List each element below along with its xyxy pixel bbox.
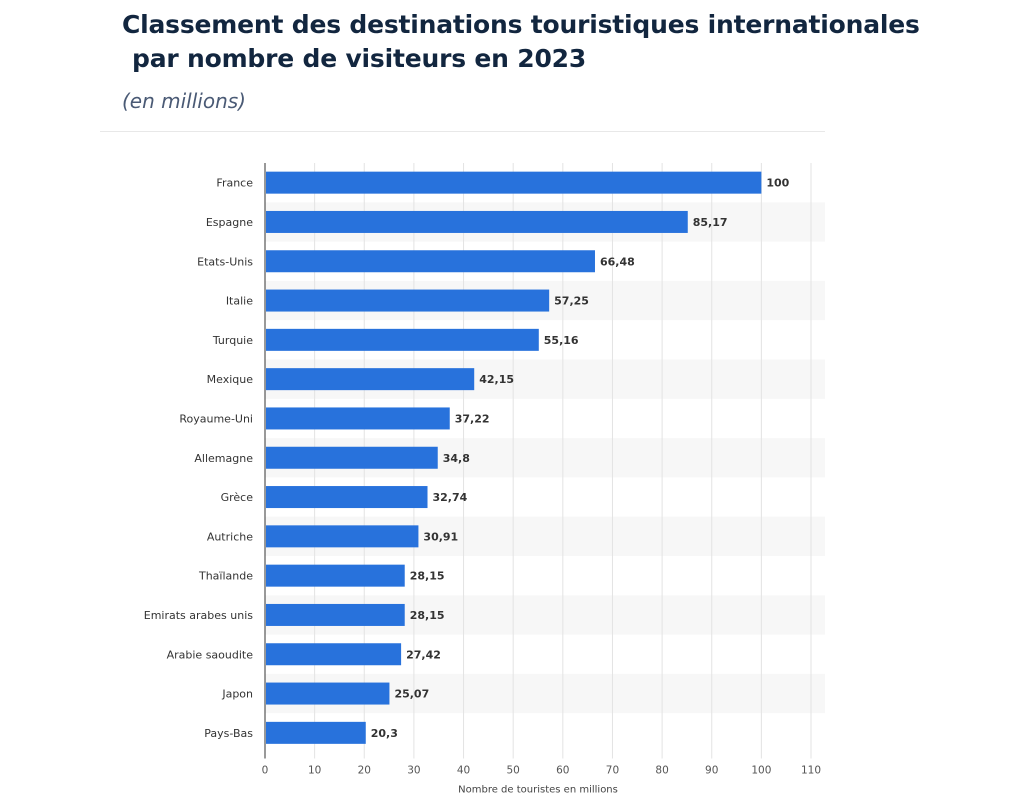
value-label: 20,3 (371, 727, 398, 740)
category-label: Grèce (221, 491, 254, 504)
category-label: Allemagne (194, 452, 253, 465)
bar (266, 250, 595, 273)
x-tick-label: 60 (556, 765, 569, 777)
x-tick-label: 50 (506, 765, 519, 777)
x-axis-title: Nombre de touristes en millions (458, 785, 618, 796)
bar (266, 407, 450, 430)
category-label: Espagne (206, 216, 253, 229)
bar (266, 171, 762, 194)
bar (266, 682, 390, 705)
value-label: 25,07 (394, 688, 429, 701)
x-tick-labels: 0 10 20 30 40 50 60 70 80 90 100 110 (262, 765, 821, 777)
bar (266, 289, 550, 312)
category-label: France (216, 177, 253, 190)
x-tick-label: 20 (358, 765, 371, 777)
bar (266, 603, 405, 626)
category-label: Mexique (207, 373, 254, 386)
value-labels: 100 85,17 66,48 57,25 55,16 42,15 37,22 34,8 32,… (371, 177, 790, 740)
value-label: 28,15 (410, 609, 445, 622)
value-label: 85,17 (693, 216, 728, 229)
category-label: Arabie saoudite (167, 648, 254, 661)
category-label: Thaïlande (198, 570, 253, 583)
category-label: Etats-Unis (197, 255, 253, 268)
value-label: 66,48 (600, 255, 635, 268)
chart-subtitle: (en millions) (122, 89, 246, 113)
value-label: 55,16 (544, 334, 579, 347)
x-tick-label: 80 (655, 765, 668, 777)
bar (266, 721, 366, 744)
value-label: 34,8 (443, 452, 470, 465)
x-tick-label: 100 (751, 765, 771, 777)
x-tick-label: 10 (308, 765, 321, 777)
bars (266, 171, 762, 744)
chart-title-line-1: Classement des destinations touristiques… (122, 10, 920, 39)
category-label: Pays-Bas (204, 727, 253, 740)
bar (266, 368, 475, 391)
category-label: Turquie (212, 334, 253, 347)
x-tick-label: 40 (457, 765, 470, 777)
category-labels: France Espagne Etats-Unis Italie Turquie Mexi… (144, 177, 254, 740)
header-divider (100, 131, 825, 132)
bar (266, 446, 438, 469)
category-label: Emirats arabes unis (144, 609, 254, 622)
category-label: Italie (226, 295, 253, 308)
chart-title-line-2: par nombre de visiteurs en 2023 (132, 44, 587, 73)
bar (266, 486, 428, 509)
value-label: 28,15 (410, 570, 445, 583)
chart-title: Classement des destinations touristiques… (122, 8, 920, 76)
value-label: 37,22 (455, 412, 490, 425)
x-tick-label: 110 (801, 765, 821, 777)
bar (266, 210, 688, 233)
value-label: 30,91 (423, 530, 458, 543)
bar (266, 328, 539, 351)
value-label: 57,25 (554, 295, 589, 308)
category-label: Autriche (207, 530, 253, 543)
x-tick-label: 30 (407, 765, 420, 777)
bar (266, 643, 402, 666)
bar (266, 564, 405, 587)
value-label: 27,42 (406, 648, 441, 661)
value-label: 42,15 (479, 373, 514, 386)
value-label: 32,74 (433, 491, 468, 504)
x-tick-label: 90 (705, 765, 718, 777)
x-tick-label: 0 (262, 765, 269, 777)
category-label: Royaume-Uni (179, 412, 253, 425)
category-label: Japon (221, 688, 253, 701)
bar (266, 525, 419, 548)
x-tick-label: 70 (606, 765, 619, 777)
value-label: 100 (766, 177, 789, 190)
